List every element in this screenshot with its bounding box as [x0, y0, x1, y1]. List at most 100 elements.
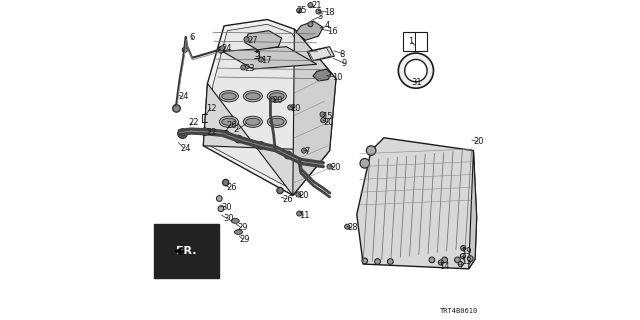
Circle shape — [320, 112, 325, 117]
Circle shape — [454, 257, 460, 263]
Text: 3: 3 — [317, 12, 322, 21]
Circle shape — [269, 97, 275, 102]
Circle shape — [387, 259, 393, 264]
Polygon shape — [313, 69, 331, 81]
Text: 20: 20 — [324, 118, 334, 127]
Ellipse shape — [221, 118, 236, 125]
Polygon shape — [204, 20, 336, 195]
Circle shape — [284, 151, 292, 159]
Text: TRT4B0610: TRT4B0610 — [440, 308, 478, 314]
Text: 6: 6 — [189, 33, 195, 42]
Ellipse shape — [268, 116, 287, 127]
Text: 14: 14 — [439, 262, 449, 271]
Circle shape — [218, 47, 224, 53]
Circle shape — [308, 22, 313, 27]
Polygon shape — [293, 29, 336, 195]
Circle shape — [374, 259, 380, 264]
Circle shape — [182, 47, 188, 52]
Bar — [403, 32, 427, 52]
Text: 23: 23 — [244, 64, 255, 73]
Text: 28: 28 — [348, 223, 358, 232]
Polygon shape — [468, 151, 477, 269]
Circle shape — [316, 9, 321, 14]
Text: 20: 20 — [474, 137, 484, 146]
Text: 20: 20 — [330, 163, 340, 172]
Text: 11: 11 — [300, 211, 310, 220]
Text: 29: 29 — [239, 235, 250, 244]
Circle shape — [180, 131, 185, 136]
Polygon shape — [204, 84, 330, 195]
Text: 26: 26 — [227, 183, 237, 192]
Text: 30: 30 — [221, 203, 232, 212]
Circle shape — [235, 135, 243, 143]
Text: 1: 1 — [408, 37, 413, 46]
Text: 26: 26 — [282, 195, 293, 204]
Circle shape — [404, 60, 427, 82]
Text: 20: 20 — [291, 104, 301, 113]
Circle shape — [458, 261, 463, 267]
Circle shape — [429, 257, 435, 263]
Circle shape — [259, 57, 264, 62]
Circle shape — [244, 37, 249, 42]
Circle shape — [173, 105, 180, 112]
Text: 30: 30 — [223, 214, 234, 223]
Ellipse shape — [246, 118, 260, 125]
Text: 31: 31 — [412, 78, 422, 87]
Circle shape — [201, 128, 209, 136]
Text: 18: 18 — [324, 8, 335, 17]
Polygon shape — [245, 31, 282, 50]
Circle shape — [223, 131, 229, 137]
Circle shape — [178, 129, 188, 139]
Ellipse shape — [243, 91, 262, 102]
Circle shape — [216, 196, 222, 201]
Circle shape — [321, 118, 326, 123]
Ellipse shape — [231, 219, 239, 223]
Circle shape — [360, 158, 369, 168]
Text: 16: 16 — [327, 27, 338, 36]
Text: 21: 21 — [311, 1, 321, 10]
Circle shape — [257, 142, 265, 149]
Ellipse shape — [221, 93, 236, 100]
Circle shape — [327, 164, 332, 169]
Text: 20: 20 — [273, 96, 283, 105]
Circle shape — [277, 187, 284, 194]
Ellipse shape — [220, 91, 239, 102]
Circle shape — [460, 253, 465, 259]
Text: 24: 24 — [221, 44, 232, 53]
Circle shape — [220, 46, 225, 51]
Circle shape — [288, 105, 293, 110]
Text: FR.: FR. — [176, 246, 196, 256]
Text: 22: 22 — [188, 118, 199, 127]
Ellipse shape — [220, 116, 239, 127]
Circle shape — [297, 8, 302, 13]
Circle shape — [297, 211, 302, 216]
Text: 19: 19 — [461, 247, 472, 256]
Circle shape — [366, 146, 376, 156]
Circle shape — [308, 3, 313, 8]
Ellipse shape — [246, 93, 260, 100]
Text: 8: 8 — [340, 50, 345, 59]
Circle shape — [461, 245, 466, 251]
Text: 17: 17 — [261, 56, 272, 65]
Text: 25: 25 — [297, 6, 307, 15]
Text: 20: 20 — [298, 191, 308, 200]
Text: 29: 29 — [237, 223, 248, 232]
Circle shape — [442, 257, 447, 263]
Text: 27: 27 — [247, 36, 258, 45]
Circle shape — [438, 260, 444, 265]
Circle shape — [344, 224, 349, 229]
Polygon shape — [223, 47, 317, 69]
Text: 13: 13 — [461, 257, 472, 266]
Circle shape — [362, 258, 367, 264]
Circle shape — [218, 206, 224, 212]
Circle shape — [467, 256, 473, 261]
Text: 7: 7 — [305, 147, 310, 156]
Circle shape — [398, 53, 433, 88]
Text: 26: 26 — [227, 121, 237, 130]
Ellipse shape — [234, 230, 243, 235]
Polygon shape — [356, 138, 477, 269]
Text: 12: 12 — [207, 104, 217, 113]
Text: 10: 10 — [332, 73, 342, 82]
Text: 4: 4 — [324, 21, 330, 30]
Circle shape — [301, 148, 307, 153]
